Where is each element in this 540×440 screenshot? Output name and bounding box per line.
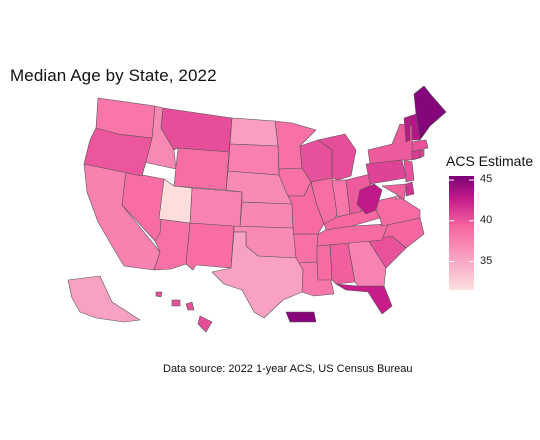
state-pennsylvania — [365, 159, 407, 185]
state-delaware — [405, 181, 415, 197]
state-vermont — [403, 115, 411, 143]
state-mississippi — [316, 244, 333, 281]
state-washington — [95, 97, 156, 139]
state-nebraska — [225, 170, 293, 205]
state-west-virginia — [356, 183, 383, 215]
state-south-dakota — [227, 143, 280, 176]
state-new-jersey — [403, 159, 415, 183]
state-florida — [335, 283, 393, 315]
state-puerto-rico — [285, 311, 317, 323]
legend-tick-label: 40 — [480, 213, 493, 226]
state-wisconsin — [299, 139, 333, 183]
state-regions — [67, 85, 447, 333]
state-rhode-island — [419, 149, 425, 159]
legend-tick-label: 45 — [480, 173, 493, 186]
state-nevada — [121, 171, 165, 242]
state-colorado — [189, 187, 243, 228]
state-missouri — [285, 181, 325, 235]
state-montana — [160, 107, 233, 153]
state-kansas — [239, 201, 294, 229]
state-north-dakota — [229, 117, 279, 147]
state-utah — [158, 178, 193, 224]
legend-title: ACS Estimate — [446, 153, 534, 169]
state-south-carolina — [367, 235, 407, 269]
state-district-of-columbia — [395, 195, 400, 200]
state-hawaii — [155, 291, 213, 333]
state-new-mexico — [185, 222, 235, 271]
state-alaska — [67, 275, 141, 323]
chart-title: Median Age by State, 2022 — [10, 66, 217, 85]
legend-colorbar — [449, 176, 474, 290]
data-source-caption: Data source: 2022 1-year ACS, US Census … — [163, 363, 413, 375]
state-wyoming — [173, 147, 230, 191]
state-texas — [211, 231, 304, 319]
state-arkansas — [292, 233, 319, 264]
state-massachusetts — [409, 139, 429, 153]
legend-tick-label: 35 — [480, 254, 493, 267]
